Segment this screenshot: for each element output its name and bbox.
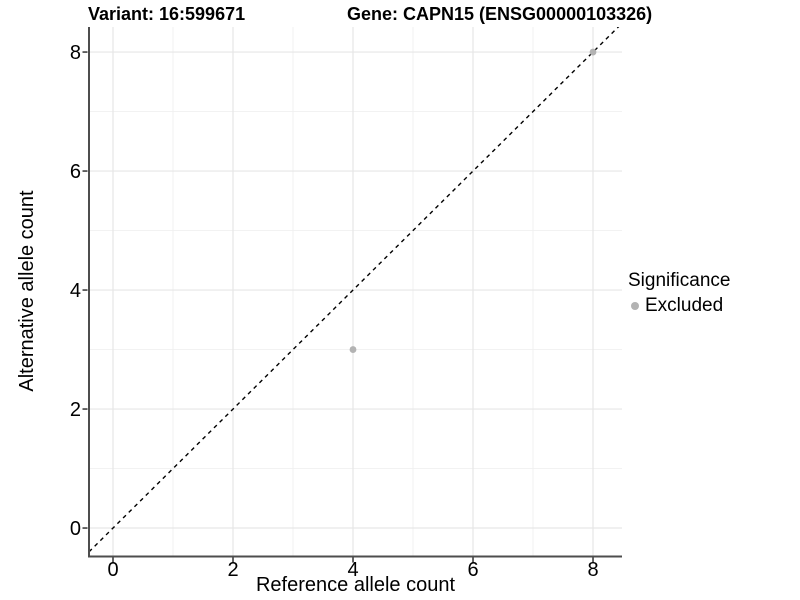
x-tick-label: 8 <box>587 559 598 581</box>
legend-point-icon <box>631 301 639 310</box>
plot-title-gene: Gene: CAPN15 (ENSG00000103326) <box>347 4 653 24</box>
y-tick-label: 2 <box>70 399 81 421</box>
data-point-excluded <box>349 346 357 353</box>
plot-title-variant: Variant: 16:599671 <box>88 4 246 24</box>
x-tick-label: 2 <box>227 559 238 581</box>
y-tick-label: 0 <box>70 518 81 540</box>
data-point-excluded <box>589 48 597 56</box>
x-tick-label: 0 <box>107 559 118 581</box>
legend: Significance Excluded <box>628 269 730 317</box>
legend-item-excluded: Excluded <box>628 294 730 317</box>
y-tick-label: 4 <box>70 280 81 302</box>
identity-reference-line <box>89 27 620 553</box>
x-tick-label: 4 <box>347 559 358 581</box>
y-axis-title: Alternative allele count <box>16 190 38 392</box>
x-axis-title: Reference allele count <box>255 574 455 596</box>
legend-item-label: Excluded <box>645 295 724 316</box>
x-tick-label: 6 <box>467 559 478 581</box>
y-tick-label: 8 <box>70 42 81 64</box>
legend-title: Significance <box>628 270 731 291</box>
y-tick-label: 6 <box>70 161 81 183</box>
